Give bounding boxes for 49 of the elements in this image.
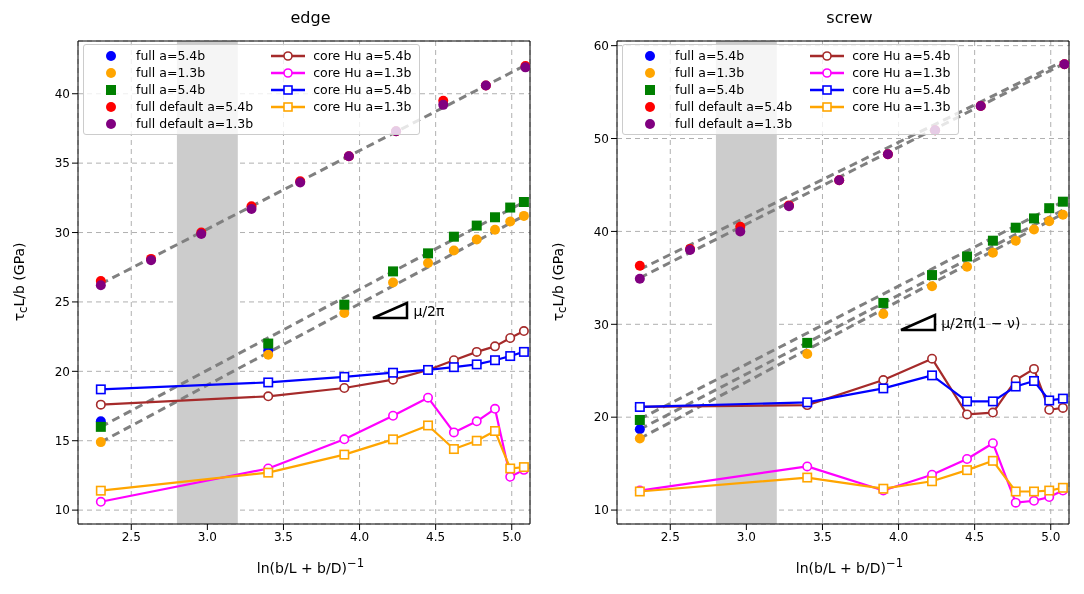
legend-label: full default a=5.4b (136, 99, 254, 114)
legend-label: core Hu a=5.4b (852, 82, 951, 97)
x-tick-label: 5.0 (1041, 529, 1061, 544)
y-tick-label: 20 (54, 364, 70, 379)
x-tick-label: 3.0 (197, 529, 217, 544)
legend-label: full a=5.4b (675, 82, 745, 97)
legend-label: full a=5.4b (136, 82, 206, 97)
x-tick-label: 3.5 (812, 529, 832, 544)
annotation: μ/2π (413, 303, 445, 320)
y-tick-label: 10 (54, 503, 70, 518)
x-axis-title: ln(b/L + b/D)$^{−1}$ (255, 556, 366, 576)
legend-label: core Hu a=5.4b (313, 82, 412, 97)
y-tick-label: 15 (54, 433, 70, 448)
y-tick-label: 30 (593, 317, 609, 332)
x-tick-label: 4.0 (889, 529, 909, 544)
legend-label: core Hu a=1.3b (313, 99, 412, 114)
x-axis-title: ln(b/L + b/D)$^{−1}$ (794, 556, 905, 576)
x-tick-label: 4.5 (426, 529, 446, 544)
legend-label: full a=1.3b (136, 65, 206, 80)
y-tick-label: 20 (593, 410, 609, 425)
legend-label: core Hu a=1.3b (313, 65, 412, 80)
y-tick-label: 60 (593, 38, 609, 53)
y-tick-label: 50 (593, 131, 609, 146)
legend-label: full default a=1.3b (136, 116, 254, 131)
legend-label: full default a=5.4b (675, 99, 793, 114)
x-tick-label: 4.0 (350, 529, 370, 544)
x-tick-label: 2.5 (660, 529, 680, 544)
x-tick-label: 3.5 (273, 529, 293, 544)
y-tick-label: 25 (54, 295, 70, 310)
x-tick-label: 2.5 (121, 529, 141, 544)
x-tick-label: 4.5 (965, 529, 985, 544)
x-tick-label: 5.0 (502, 529, 522, 544)
y-tick-label: 35 (54, 156, 70, 171)
chart-title: screw (825, 8, 874, 29)
y-tick-label: 10 (593, 503, 609, 518)
legend-label: full default a=1.3b (675, 116, 793, 131)
legend-label: core Hu a=1.3b (852, 65, 951, 80)
y-tick-label: 30 (54, 225, 70, 240)
y-tick-label: 40 (54, 87, 70, 101)
legend-label: full a=5.4b (675, 48, 745, 63)
legend-label: core Hu a=1.3b (852, 99, 951, 114)
legend-label: core Hu a=5.4b (852, 48, 951, 63)
x-tick-label: 3.0 (736, 529, 756, 544)
y-tick-label: 40 (593, 224, 609, 239)
legend-label: full a=5.4b (136, 48, 206, 63)
annotation: μ/2π(1 − ν) (941, 315, 1021, 332)
legend-label: full a=1.3b (675, 65, 745, 80)
legend-label: core Hu a=5.4b (313, 48, 412, 63)
chart-title: edge (289, 8, 332, 29)
